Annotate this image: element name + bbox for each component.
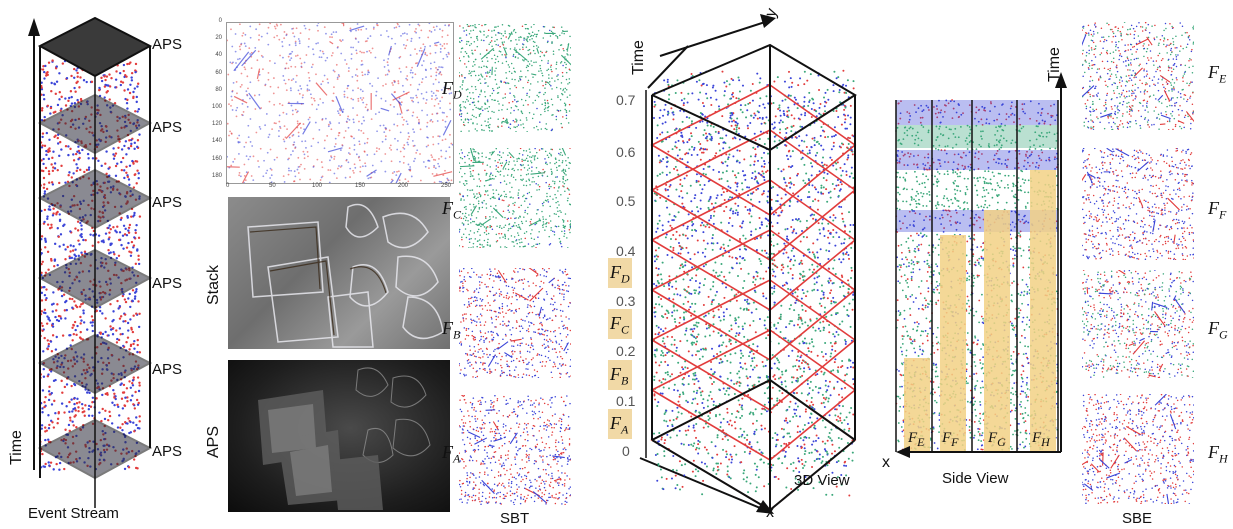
- sbt-frame-b: [459, 268, 571, 378]
- side-bar-label-g: FG: [988, 430, 1006, 449]
- plot-ytick: 60: [215, 69, 222, 76]
- plot-ytick: 140: [211, 138, 222, 145]
- view3d-band-d: [608, 258, 632, 288]
- stack-image: [228, 197, 450, 349]
- sbt-frame-d: [459, 24, 571, 132]
- view3d-tick-04: 0.4: [616, 243, 636, 259]
- aps-image: [228, 360, 450, 512]
- side-bar-label-h: FH: [1032, 430, 1050, 449]
- view3d-figure: [639, 14, 857, 514]
- sbt-label-d: FD: [442, 78, 462, 102]
- sbe-frame-e: [1082, 22, 1194, 130]
- side-bar-label-e: FE: [908, 430, 925, 449]
- view3d-x-axis: [639, 457, 766, 511]
- aps-texture: [258, 367, 431, 510]
- view3d-tick-0: 0: [622, 443, 630, 459]
- sbe-frame-g: [1082, 270, 1194, 378]
- sbt-label-b: FB: [442, 318, 461, 342]
- sbe-label-h: FH: [1208, 442, 1228, 466]
- aps-side-label: APS: [205, 425, 222, 458]
- aps-label-6: APS: [152, 443, 183, 460]
- sbt-label-a: FA: [442, 442, 461, 466]
- side-view-caption: Side View: [942, 470, 1009, 487]
- sbe-label-g: FG: [1208, 318, 1228, 342]
- side-time-arrowhead: [1055, 72, 1067, 88]
- sbt-frame-c: [459, 148, 571, 248]
- view3d-band-label-c: FC: [610, 313, 630, 337]
- sbt-column: SBT: [455, 0, 575, 529]
- plot-ytick: 20: [215, 35, 222, 42]
- sbe-column: SBE: [1078, 0, 1198, 529]
- side-x-label: x: [882, 454, 890, 471]
- view3d-caption: 3D View: [794, 472, 850, 489]
- stack-texture: [247, 203, 444, 348]
- plot-xtick: 50: [269, 183, 276, 189]
- plot-ytick: 80: [215, 86, 222, 93]
- view3d-tick-02: 0.2: [616, 343, 636, 359]
- sbt-caption: SBT: [500, 510, 530, 527]
- aps-label-2: APS: [152, 119, 183, 136]
- middle-column: 0 20 40 60 80 100 120 140 160 180 0 50 100 150 200 250…: [200, 0, 464, 529]
- view3d-band-label-d: FD: [610, 262, 630, 286]
- plot-ytick: 120: [211, 121, 222, 128]
- event-plot: [222, 9, 464, 192]
- plot-ytick: 180: [211, 172, 222, 179]
- sbe-label-f: FF: [1208, 198, 1227, 222]
- view3d-tick-07: 0.7: [616, 92, 636, 108]
- event-stream-caption: Event Stream: [28, 505, 119, 522]
- sbe-label-e: FE: [1208, 62, 1227, 86]
- view3d-band-label-a: FA: [610, 413, 629, 437]
- event-plot-yticks: 0 20 40 60 80 100 120 140 160 180: [200, 18, 224, 188]
- sbe-frame-h: [1082, 394, 1194, 504]
- aps-label-1: APS: [152, 36, 183, 53]
- view3d-tick-06: 0.6: [616, 144, 636, 160]
- view3d-y-axis: [659, 21, 766, 57]
- event-planes: [37, 16, 153, 508]
- view3d-band-b: [608, 360, 632, 390]
- view3d-time-label: Time: [630, 40, 647, 75]
- plot-ytick: 40: [215, 52, 222, 59]
- aps-label-4: APS: [152, 275, 183, 292]
- stack-label: Stack: [205, 264, 222, 305]
- side-time-label: Time: [1046, 47, 1063, 82]
- plot-ytick: 100: [211, 104, 222, 110]
- side-x-arrowhead: [896, 446, 910, 458]
- view3d-band-a: [608, 409, 632, 439]
- event-stream-time-label: Time: [8, 430, 25, 465]
- view3d-tick-01: 0.1: [616, 393, 636, 409]
- view3d-tick-03: 0.3: [616, 293, 636, 309]
- plot-ytick: 0: [218, 18, 222, 24]
- time-arrow-head: [28, 18, 40, 36]
- sbe-caption: SBE: [1122, 510, 1153, 527]
- aps-label-3: APS: [152, 194, 183, 211]
- plot-xtick: 150: [355, 183, 366, 189]
- view3d-cube-edges: [651, 43, 857, 512]
- view3d-band-c: [608, 309, 632, 339]
- plot-ytick: 160: [211, 155, 222, 162]
- sbt-label-c: FC: [442, 198, 462, 222]
- side-view-figure: [895, 72, 1067, 458]
- event-plot-canvas: [222, 9, 464, 192]
- view3d-y-arrowhead: [760, 14, 776, 28]
- sbe-frame-f: [1082, 148, 1194, 260]
- aps-label-5: APS: [152, 361, 183, 378]
- plot-xtick: 200: [398, 183, 409, 189]
- side-view-panel: Time x Side View FE FF FG FH: [880, 0, 1070, 529]
- view3d-x-axis-label: x: [766, 504, 774, 521]
- view3d-tick-05: 0.5: [616, 193, 636, 209]
- event-plot-xticks: 0 50 100 150 200 250: [226, 183, 456, 193]
- view3d-panel: FD FC FB FA 0.7 0.6 0.5 0.4 0.3 0.2 0.1 …: [580, 0, 890, 529]
- event-stream-panel: Time Event Stream APS APS APS APS APS AP…: [0, 0, 200, 529]
- side-bar-label-f: FF: [942, 430, 959, 449]
- sbt-frame-a: [459, 395, 571, 505]
- plot-xtick: 250: [441, 183, 452, 189]
- plot-xtick: 0: [226, 183, 230, 189]
- side-view-points: [895, 99, 1059, 452]
- view3d-band-label-b: FB: [610, 364, 629, 388]
- view3d-points: [653, 69, 855, 497]
- view3d-time-axis: [647, 45, 689, 89]
- plot-xtick: 100: [312, 183, 323, 189]
- event-stream-figure: [28, 16, 153, 508]
